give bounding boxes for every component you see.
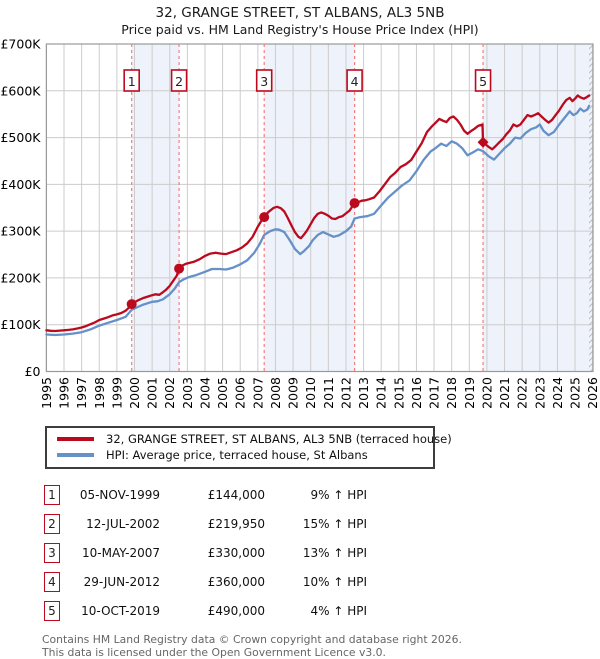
hpi-line-swatch: [57, 453, 94, 457]
chart-header: 32, GRANGE STREET, ST ALBANS, AL3 5NB Pr…: [0, 0, 600, 38]
x-axis-label: 2002: [162, 377, 177, 409]
sale-marker-dot: [174, 264, 184, 274]
footer-line-2: This data is licensed under the Open Gov…: [42, 647, 600, 659]
sale-price: £360,000: [160, 575, 265, 589]
legend-item-hpi: HPI: Average price, terraced house, St A…: [47, 447, 433, 463]
y-axis-label: £400K: [0, 177, 41, 192]
sale-hpi-delta: 4% ↑ HPI: [265, 604, 367, 618]
sale-marker-dot: [127, 299, 137, 309]
x-axis-label: 2003: [180, 377, 195, 409]
x-axis-label: 1997: [74, 377, 89, 409]
sale-price: £330,000: [160, 546, 265, 560]
sale-price: £490,000: [160, 604, 265, 618]
footer-copyright: Contains HM Land Registry data © Crown c…: [42, 634, 600, 659]
legend-label: HPI: Average price, terraced house, St A…: [106, 448, 368, 462]
x-axis-label: 2019: [462, 377, 477, 409]
sale-date: 05-NOV-1999: [60, 488, 160, 502]
x-axis-label: 2007: [250, 377, 265, 409]
table-row: 4 29-JUN-2012 £360,000 10% ↑ HPI: [44, 567, 600, 596]
x-axis-label: 2001: [145, 377, 160, 409]
y-axis-label: £300K: [0, 224, 41, 239]
sale-hpi-delta: 9% ↑ HPI: [265, 488, 367, 502]
table-row: 2 12-JUL-2002 £219,950 15% ↑ HPI: [44, 509, 600, 538]
page-title: 32, GRANGE STREET, ST ALBANS, AL3 5NB: [0, 5, 600, 22]
x-axis-label: 2008: [268, 377, 283, 409]
price-history-chart: £0 £100K £200K £300K £400K £500K £600K £700K 199…: [0, 38, 600, 424]
sale-number-badge: 5: [44, 601, 60, 621]
marker-number: 3: [260, 74, 268, 89]
table-row: 3 10-MAY-2007 £330,000 13% ↑ HPI: [44, 538, 600, 567]
sale-number-badge: 3: [44, 543, 60, 563]
legend-item-price-paid: 32, GRANGE STREET, ST ALBANS, AL3 5NB (t…: [47, 431, 433, 447]
sale-price: £144,000: [160, 488, 265, 502]
sale-price: £219,950: [160, 517, 265, 531]
x-axis-label: 2021: [497, 377, 512, 409]
sale-date: 29-JUN-2012: [60, 575, 160, 589]
x-axis-label: 1996: [57, 377, 72, 409]
x-axis-label: 2013: [356, 377, 371, 409]
chart-legend: 32, GRANGE STREET, ST ALBANS, AL3 5NB (t…: [45, 426, 435, 469]
x-axis-label: 2014: [374, 377, 389, 409]
sale-marker-dot: [259, 212, 269, 222]
marker-number: 1: [128, 74, 136, 89]
sale-period-band: [132, 44, 179, 372]
sale-hpi-delta: 15% ↑ HPI: [265, 517, 367, 531]
x-axis-label: 2011: [321, 377, 336, 409]
x-axis-label: 2016: [409, 377, 424, 409]
x-axis-label: 2005: [215, 377, 230, 409]
x-axis-label: 2022: [515, 377, 530, 409]
sale-period-band: [483, 44, 593, 372]
sale-date: 12-JUL-2002: [60, 517, 160, 531]
sales-table: 1 05-NOV-1999 £144,000 9% ↑ HPI 2 12-JUL…: [44, 480, 600, 625]
price-paid-line-swatch: [57, 437, 94, 441]
marker-number: 5: [479, 74, 487, 89]
x-axis-label: 2004: [197, 377, 212, 409]
marker-number: 4: [351, 74, 359, 89]
y-axis-label: £700K: [0, 38, 41, 52]
sale-hpi-delta: 10% ↑ HPI: [265, 575, 367, 589]
x-axis-label: 2012: [338, 377, 353, 409]
sale-date: 10-OCT-2019: [60, 604, 160, 618]
sale-number-badge: 2: [44, 514, 60, 534]
page-subtitle: Price paid vs. HM Land Registry's House …: [0, 22, 600, 38]
y-axis-label: £0: [25, 364, 41, 379]
marker-number: 2: [175, 74, 183, 89]
y-axis-label: £500K: [0, 130, 41, 145]
x-axis-label: 1999: [109, 377, 124, 409]
x-axis-label: 2018: [444, 377, 459, 409]
x-axis-label: 1998: [92, 377, 107, 409]
x-axis-label: 2006: [233, 377, 248, 409]
y-axis-label: £200K: [0, 270, 41, 285]
x-axis-label: 2026: [585, 377, 600, 409]
sale-marker-dot: [350, 198, 360, 208]
table-row: 5 10-OCT-2019 £490,000 4% ↑ HPI: [44, 596, 600, 625]
x-axis-label: 2024: [550, 377, 565, 409]
x-axis-label: 1995: [39, 377, 54, 409]
footer-line-1: Contains HM Land Registry data © Crown c…: [42, 634, 600, 647]
x-axis-label: 2017: [427, 377, 442, 409]
x-axis-label: 2023: [532, 377, 547, 409]
x-axis-label: 2010: [303, 377, 318, 409]
table-row: 1 05-NOV-1999 £144,000 9% ↑ HPI: [44, 480, 600, 509]
x-axis-label: 2020: [479, 377, 494, 409]
x-axis-label: 2015: [391, 377, 406, 409]
y-axis-label: £100K: [0, 317, 41, 332]
sale-number-badge: 1: [44, 485, 60, 505]
sale-date: 10-MAY-2007: [60, 546, 160, 560]
x-axis-label: 2000: [127, 377, 142, 409]
x-axis-label: 2009: [286, 377, 301, 409]
sale-number-badge: 4: [44, 572, 60, 592]
legend-label: 32, GRANGE STREET, ST ALBANS, AL3 5NB (t…: [106, 432, 452, 446]
y-axis-label: £600K: [0, 83, 41, 98]
sale-hpi-delta: 13% ↑ HPI: [265, 546, 367, 560]
x-axis-label: 2025: [568, 377, 583, 409]
